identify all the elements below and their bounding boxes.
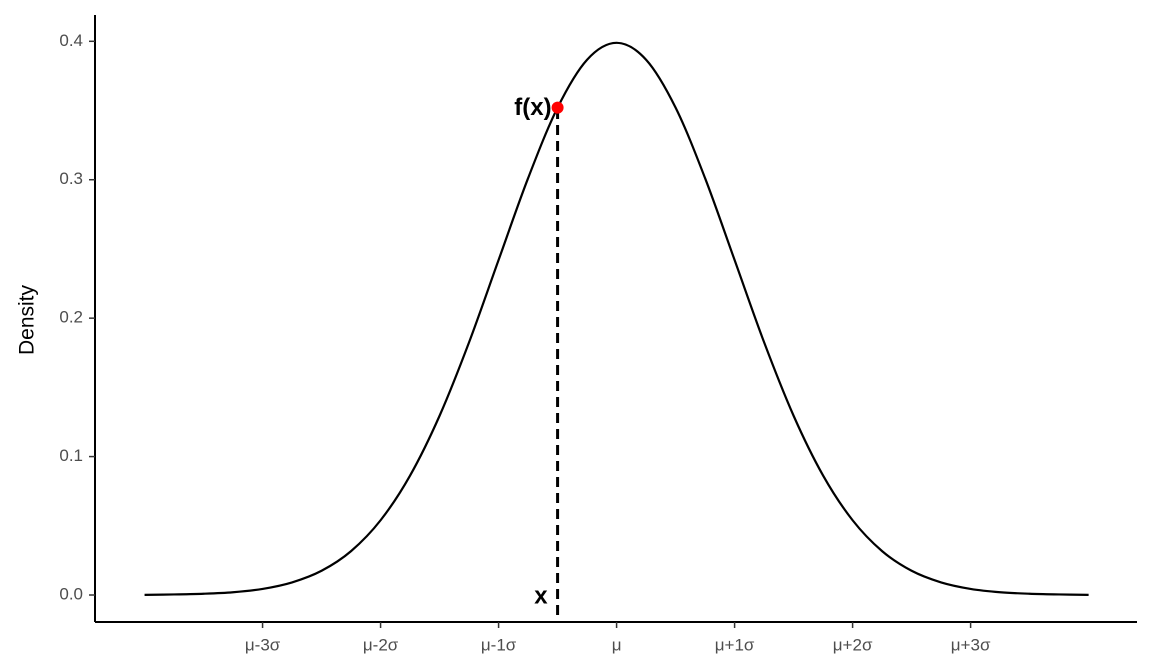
- x-label-annotation: x: [534, 582, 548, 609]
- x-tick-label: μ+2σ: [833, 635, 873, 654]
- x-tick-label: μ-2σ: [363, 635, 399, 654]
- x-tick-label: μ: [612, 635, 622, 654]
- x-tick-label: μ-3σ: [245, 635, 281, 654]
- y-tick-label: 0.0: [59, 584, 83, 603]
- highlight-point: [551, 101, 564, 114]
- x-tick-label: μ+3σ: [951, 635, 991, 654]
- y-tick-label: 0.4: [59, 31, 83, 50]
- density-curve: [144, 41, 1089, 596]
- y-tick-label: 0.3: [59, 169, 83, 188]
- x-tick-label: μ-1σ: [481, 635, 517, 654]
- x-tick-label: μ+1σ: [715, 635, 755, 654]
- y-tick-label: 0.1: [59, 446, 83, 465]
- y-tick-label: 0.2: [59, 308, 83, 327]
- point-label: f(x): [514, 94, 551, 121]
- y-axis-label: Density: [16, 284, 39, 355]
